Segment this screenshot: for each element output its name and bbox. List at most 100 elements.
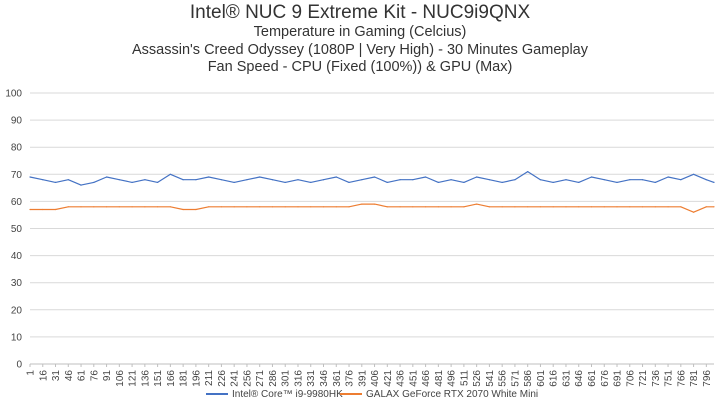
x-tick-label: 286: [268, 370, 279, 387]
data-point: [705, 206, 707, 208]
x-tick-label: 151: [153, 370, 164, 387]
data-point: [437, 206, 439, 208]
series-line: [29, 171, 715, 186]
data-point: [29, 208, 31, 211]
legend: Intel® Core™ i9-9980HK GALAX GeForce RTX …: [206, 389, 538, 400]
y-axis-ticks: 0 10 20 30 40 50 60 70 80 90 100: [5, 89, 22, 371]
data-point: [437, 181, 439, 183]
x-tick-label: 391: [357, 370, 368, 387]
x-tick-label: 271: [255, 370, 266, 387]
data-point: [131, 181, 133, 183]
data-point: [501, 206, 503, 208]
title-block: Intel® NUC 9 Extreme Kit - NUC9i9QNX Tem…: [0, 2, 720, 77]
x-tick-label: 376: [345, 370, 356, 387]
data-point: [412, 179, 414, 181]
data-point: [259, 206, 261, 208]
x-tick-label: 1: [26, 370, 37, 376]
data-point: [106, 206, 108, 208]
data-point: [182, 179, 184, 181]
data-point: [208, 206, 210, 208]
x-tick-label: 421: [383, 370, 394, 387]
data-point: [629, 179, 631, 181]
data-point: [629, 206, 631, 208]
data-point: [233, 181, 235, 183]
y-tick-label: 0: [16, 360, 22, 371]
data-point: [335, 206, 337, 208]
data-point: [476, 176, 478, 178]
x-tick-label: 496: [447, 370, 458, 387]
x-tick-label: 751: [664, 370, 675, 387]
data-point: [578, 206, 580, 208]
x-tick-label: 406: [370, 370, 381, 387]
data-point: [386, 181, 388, 183]
data-point: [169, 173, 171, 175]
data-point: [54, 208, 57, 211]
y-tick-label: 90: [11, 116, 23, 127]
data-point: [425, 206, 427, 208]
x-tick-label: 196: [191, 370, 202, 387]
x-tick-label: 646: [574, 370, 585, 387]
data-point: [80, 206, 82, 208]
data-point: [565, 179, 567, 181]
x-tick-label: 586: [523, 370, 534, 387]
data-point: [603, 179, 605, 181]
x-tick-label: 721: [638, 370, 649, 387]
x-tick-label: 301: [281, 370, 292, 387]
legend-item: Intel® Core™ i9-9980HK: [206, 389, 343, 400]
data-point: [118, 206, 120, 208]
data-point: [399, 179, 401, 181]
x-tick-label: 256: [242, 370, 253, 387]
data-point: [131, 206, 133, 208]
chart-title: Intel® NUC 9 Extreme Kit - NUC9i9QNX: [189, 2, 531, 23]
data-point: [42, 208, 44, 211]
data-point: [713, 206, 715, 208]
data-point: [514, 179, 516, 181]
data-point: [144, 206, 146, 208]
x-tick-label: 661: [587, 370, 598, 387]
data-point: [169, 206, 171, 208]
data-point: [539, 179, 542, 181]
chart-subtitle-3: Fan Speed - CPU (Fixed (100%)) & GPU (Ma…: [207, 59, 513, 75]
x-tick-label: 541: [485, 370, 496, 387]
data-point: [654, 206, 656, 208]
y-tick-label: 70: [11, 170, 23, 181]
data-point: [322, 179, 325, 181]
x-tick-label: 46: [64, 370, 75, 382]
x-tick-label: 181: [179, 370, 190, 387]
data-point: [335, 176, 337, 178]
data-point: [220, 206, 222, 208]
data-point: [182, 208, 184, 211]
data-point: [195, 208, 197, 211]
data-point: [144, 179, 146, 181]
data-point: [386, 206, 388, 208]
data-point: [271, 206, 274, 208]
x-tick-label: 601: [536, 370, 547, 387]
data-point: [93, 181, 95, 183]
x-tick-label: 511: [459, 370, 470, 386]
data-point: [552, 181, 554, 183]
y-tick-label: 50: [11, 224, 23, 235]
x-tick-label: 121: [128, 370, 139, 387]
data-point: [374, 203, 376, 205]
data-point: [284, 206, 286, 208]
data-point: [157, 206, 159, 208]
data-point: [54, 181, 57, 183]
x-tick-label: 676: [600, 370, 611, 387]
x-tick-label: 616: [549, 370, 560, 387]
y-tick-label: 30: [11, 278, 23, 289]
data-point: [693, 173, 695, 175]
data-point: [399, 206, 401, 208]
chart-subtitle-1: Temperature in Gaming (Celcius): [253, 24, 467, 40]
x-tick-label: 241: [230, 370, 241, 387]
data-point: [67, 179, 69, 181]
data-point: [157, 181, 159, 183]
data-point: [42, 179, 44, 181]
data-point: [616, 181, 618, 183]
x-tick-label: 211: [204, 370, 215, 386]
x-tick-label: 166: [166, 370, 177, 387]
data-point: [106, 176, 108, 178]
x-tick-label: 91: [102, 370, 113, 382]
x-tick-label: 436: [396, 370, 407, 387]
x-tick-label: 691: [613, 370, 624, 387]
data-point: [552, 206, 554, 208]
